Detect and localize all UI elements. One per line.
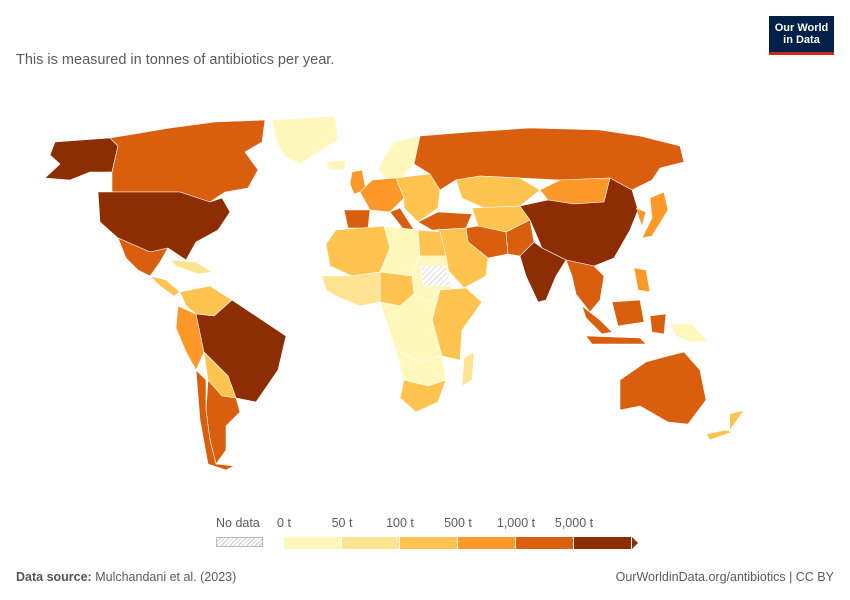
region-central-america[interactable]: [149, 275, 181, 297]
map-legend: No data 0 t 50 t 100 t 500 t 1,000 t 5,000 t: [212, 516, 642, 552]
region-western-europe[interactable]: [359, 177, 405, 213]
logo-line-1: Our World: [774, 22, 829, 34]
region-central-africa[interactable]: [379, 289, 443, 363]
region-madagascar[interactable]: [461, 351, 475, 387]
legend-arrow-tip: [632, 537, 638, 549]
legend-no-data-label: No data: [216, 516, 260, 530]
world-map: [44, 115, 745, 471]
region-png[interactable]: [669, 323, 709, 343]
owid-logo[interactable]: Our World in Data: [769, 16, 834, 55]
region-caribbean[interactable]: [169, 259, 213, 275]
region-australia[interactable]: [619, 351, 707, 425]
legend-swatch[interactable]: [574, 537, 632, 549]
data-source-label: Data source:: [16, 570, 92, 584]
region-alaska[interactable]: [44, 137, 119, 181]
region-india[interactable]: [519, 241, 567, 303]
region-philippines[interactable]: [633, 267, 651, 293]
region-new-zealand[interactable]: [705, 409, 745, 441]
data-source-value: Mulchandani et al. (2023): [95, 570, 237, 584]
legend-no-data-swatch: [216, 537, 263, 547]
region-turkey[interactable]: [417, 211, 473, 231]
region-no-data[interactable]: [419, 265, 451, 287]
legend-tick-label: 1,000 t: [496, 516, 536, 530]
logo-line-2: in Data: [783, 34, 820, 46]
region-chile[interactable]: [195, 369, 235, 471]
region-southeast-asia[interactable]: [565, 259, 605, 313]
region-iceland[interactable]: [325, 159, 347, 171]
region-west-africa[interactable]: [321, 271, 381, 307]
region-iberia[interactable]: [343, 209, 371, 229]
legend-tick-label: 5,000 t: [554, 516, 594, 530]
legend-tick-label: 0 t: [277, 516, 291, 530]
legend-swatch[interactable]: [400, 537, 458, 549]
region-indonesia[interactable]: [581, 299, 667, 345]
region-south-africa[interactable]: [399, 379, 447, 413]
legend-tick-label: 50 t: [331, 516, 353, 530]
legend-tick-label: 100 t: [386, 516, 414, 530]
data-source: Data source: Mulchandani et al. (2023): [16, 570, 236, 584]
legend-swatch[interactable]: [458, 537, 516, 549]
region-russia[interactable]: [413, 127, 685, 191]
region-greenland[interactable]: [271, 115, 339, 165]
legend-tick-label: 500 t: [444, 516, 472, 530]
legend-swatch[interactable]: [516, 537, 574, 549]
chart-subtitle: This is measured in tonnes of antibiotic…: [16, 52, 335, 68]
region-kazakhstan[interactable]: [455, 175, 541, 209]
region-canada[interactable]: [109, 119, 266, 203]
legend-swatch[interactable]: [284, 537, 342, 549]
source-link[interactable]: OurWorldinData.org/antibiotics | CC BY: [615, 570, 834, 584]
region-korea-japan[interactable]: [635, 191, 669, 239]
region-scandinavia[interactable]: [377, 135, 421, 181]
region-north-africa[interactable]: [325, 225, 391, 277]
legend-swatch[interactable]: [342, 537, 400, 549]
region-mexico[interactable]: [117, 237, 169, 277]
